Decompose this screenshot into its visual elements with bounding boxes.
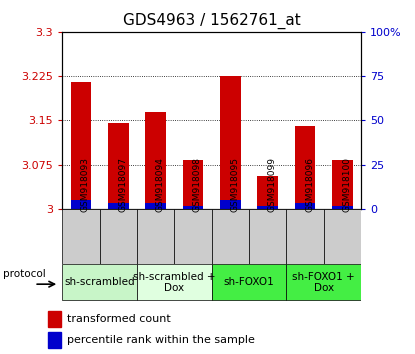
Bar — [48, 310, 61, 327]
Bar — [257, 206, 278, 209]
Bar — [137, 209, 174, 264]
Bar — [324, 209, 361, 264]
Bar — [332, 160, 353, 209]
Text: GSM918098: GSM918098 — [193, 156, 202, 212]
Bar — [295, 203, 315, 209]
Bar — [174, 209, 212, 264]
Bar — [48, 332, 61, 348]
Bar — [145, 112, 166, 209]
Bar — [257, 176, 278, 209]
Bar — [137, 264, 212, 300]
Bar — [212, 209, 249, 264]
Bar — [108, 123, 129, 209]
Text: GSM918095: GSM918095 — [230, 156, 239, 212]
Text: GSM918096: GSM918096 — [305, 156, 314, 212]
Text: GSM918094: GSM918094 — [156, 157, 165, 212]
Text: GSM918097: GSM918097 — [118, 156, 127, 212]
Text: GSM918093: GSM918093 — [81, 156, 90, 212]
Bar — [108, 203, 129, 209]
Bar — [295, 126, 315, 209]
Bar — [100, 209, 137, 264]
Text: sh-FOXO1: sh-FOXO1 — [224, 277, 274, 287]
Bar — [220, 76, 241, 209]
Bar — [62, 209, 100, 264]
Text: percentile rank within the sample: percentile rank within the sample — [67, 335, 255, 345]
Bar — [286, 209, 324, 264]
Text: sh-FOXO1 +
Dox: sh-FOXO1 + Dox — [293, 272, 355, 293]
Bar — [183, 206, 203, 209]
Text: sh-scrambled +
Dox: sh-scrambled + Dox — [133, 272, 215, 293]
Text: GSM918099: GSM918099 — [268, 156, 277, 212]
Text: GSM918100: GSM918100 — [342, 156, 352, 212]
Bar — [220, 200, 241, 209]
Bar — [183, 160, 203, 209]
Bar — [212, 264, 286, 300]
Bar — [145, 203, 166, 209]
Text: transformed count: transformed count — [67, 314, 171, 324]
Bar — [249, 209, 286, 264]
Bar — [286, 264, 361, 300]
Title: GDS4963 / 1562761_at: GDS4963 / 1562761_at — [123, 13, 300, 29]
Bar — [62, 264, 137, 300]
Bar — [332, 206, 353, 209]
Text: protocol: protocol — [3, 269, 46, 279]
Text: sh-scrambled: sh-scrambled — [64, 277, 135, 287]
Bar — [71, 200, 91, 209]
Bar — [71, 82, 91, 209]
